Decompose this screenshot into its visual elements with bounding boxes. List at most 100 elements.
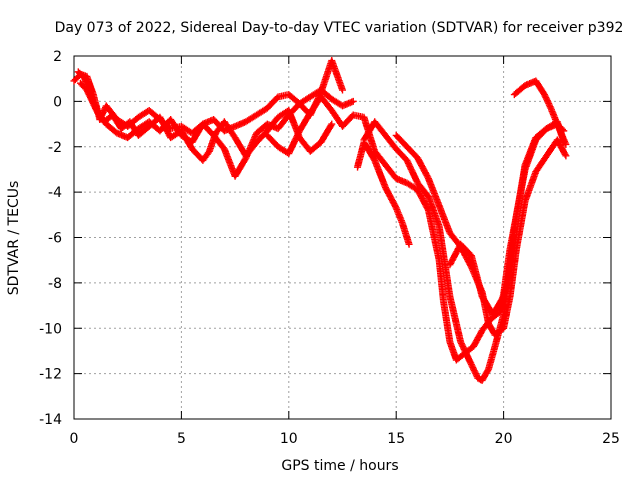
data-point [506, 270, 514, 278]
interpolated-markers [371, 158, 389, 190]
series-track-9 [510, 77, 570, 148]
interpolated-markers [425, 176, 443, 208]
x-axis-label: GPS time / hours [281, 458, 398, 474]
data-markers [70, 57, 570, 384]
interpolated-markers [383, 133, 399, 152]
data-point [562, 140, 570, 148]
data-point [328, 120, 336, 128]
interpolated-markers [485, 344, 498, 371]
interpolated-markers [286, 128, 303, 156]
x-tick-label: 0 [70, 431, 79, 447]
interpolated-markers [189, 122, 206, 145]
data-point [467, 361, 475, 369]
interpolated-markers [414, 156, 432, 181]
interpolated-markers [554, 137, 569, 158]
y-tick-label: 2 [53, 49, 62, 65]
interpolated-markers [522, 169, 539, 204]
interpolated-markers [372, 149, 388, 167]
interpolated-markers [435, 224, 454, 299]
interpolated-markers [383, 162, 399, 181]
series-track-8 [446, 240, 514, 319]
interpolated-markers [243, 112, 259, 125]
interpolated-markers [506, 212, 520, 265]
data-point [349, 97, 357, 105]
interpolated-markers [393, 133, 410, 149]
interpolated-markers [340, 112, 356, 129]
interpolated-markers [76, 69, 87, 81]
interpolated-markers [468, 253, 486, 299]
interpolated-markers [554, 122, 569, 147]
interpolated-markers [206, 131, 219, 154]
interpolated-markers [329, 108, 345, 129]
x-tick-label: 15 [387, 431, 405, 447]
interpolated-markers [470, 328, 485, 349]
y-tick-label: -2 [48, 140, 62, 156]
interpolated-markers [533, 126, 549, 143]
interpolated-markers [440, 299, 454, 344]
data-point [405, 240, 413, 248]
interpolated-markers [513, 199, 529, 251]
interpolated-markers [382, 185, 399, 210]
interpolated-markers [232, 135, 249, 158]
interpolated-markers [361, 119, 378, 142]
y-tick-label: -6 [48, 231, 62, 247]
interpolated-markers [264, 115, 281, 133]
interpolated-markers [492, 325, 506, 338]
data-point [339, 86, 346, 94]
y-tick-label: -10 [39, 321, 62, 337]
interpolated-markers [475, 375, 485, 384]
interpolated-markers [533, 153, 550, 174]
interpolated-markers [500, 294, 514, 331]
interpolated-markers [393, 146, 410, 163]
interpolated-markers [405, 180, 420, 193]
interpolated-markers [318, 122, 335, 145]
interpolated-markers [232, 156, 249, 179]
data-point [457, 338, 465, 346]
interpolated-markers [513, 167, 529, 217]
y-axis-label: SDTVAR / TECUs [6, 181, 22, 296]
interpolated-markers [446, 339, 460, 362]
series-track-6 [354, 138, 413, 248]
y-tick-label: 0 [53, 94, 62, 110]
interpolated-markers [541, 92, 554, 111]
interpolated-markers [404, 158, 421, 185]
interpolated-markers [307, 94, 324, 115]
x-tick-label: 10 [280, 431, 298, 447]
interpolated-markers [457, 339, 475, 367]
interpolated-markers [399, 222, 413, 247]
y-axis: -14 -12 -10 -8 -6 -4 -2 0 2 [39, 49, 611, 428]
data-point [403, 156, 411, 164]
x-axis: 0 5 10 15 20 25 [70, 56, 620, 447]
series-track-3 [76, 79, 336, 164]
interpolated-markers [414, 187, 432, 213]
interpolated-markers [533, 78, 548, 97]
interpolated-markers [522, 138, 539, 172]
y-tick-label: -12 [39, 367, 62, 383]
interpolated-markers [446, 294, 464, 344]
chart-title: Day 073 of 2022, Sidereal Day-to-day VTE… [55, 20, 624, 36]
interpolated-markers [84, 88, 99, 111]
data-point [83, 86, 91, 94]
interpolated-markers [296, 110, 313, 133]
interpolated-markers [78, 81, 90, 93]
interpolated-markers [468, 362, 481, 381]
interpolated-markers [254, 105, 270, 118]
interpolated-markers [425, 194, 443, 229]
y-tick-label: -4 [48, 185, 62, 201]
interpolated-markers [488, 310, 502, 322]
interpolated-markers [328, 58, 346, 92]
interpolated-markers [308, 139, 324, 154]
interpolated-markers [265, 133, 281, 149]
interpolated-markers [447, 242, 464, 267]
interpolated-markers [136, 124, 152, 138]
interpolated-markers [243, 140, 259, 158]
interpolated-markers [479, 367, 492, 383]
interpolated-markers [104, 121, 120, 136]
x-tick-label: 5 [177, 431, 186, 447]
interpolated-markers [490, 294, 507, 317]
x-tick-label: 25 [602, 431, 620, 447]
interpolated-markers [415, 180, 431, 199]
x-tick-label: 20 [495, 431, 513, 447]
interpolated-markers [458, 242, 474, 258]
